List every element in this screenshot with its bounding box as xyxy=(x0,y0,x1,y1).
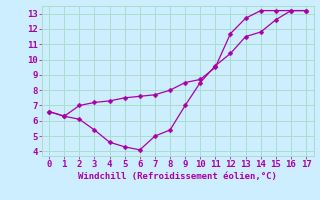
X-axis label: Windchill (Refroidissement éolien,°C): Windchill (Refroidissement éolien,°C) xyxy=(78,172,277,181)
